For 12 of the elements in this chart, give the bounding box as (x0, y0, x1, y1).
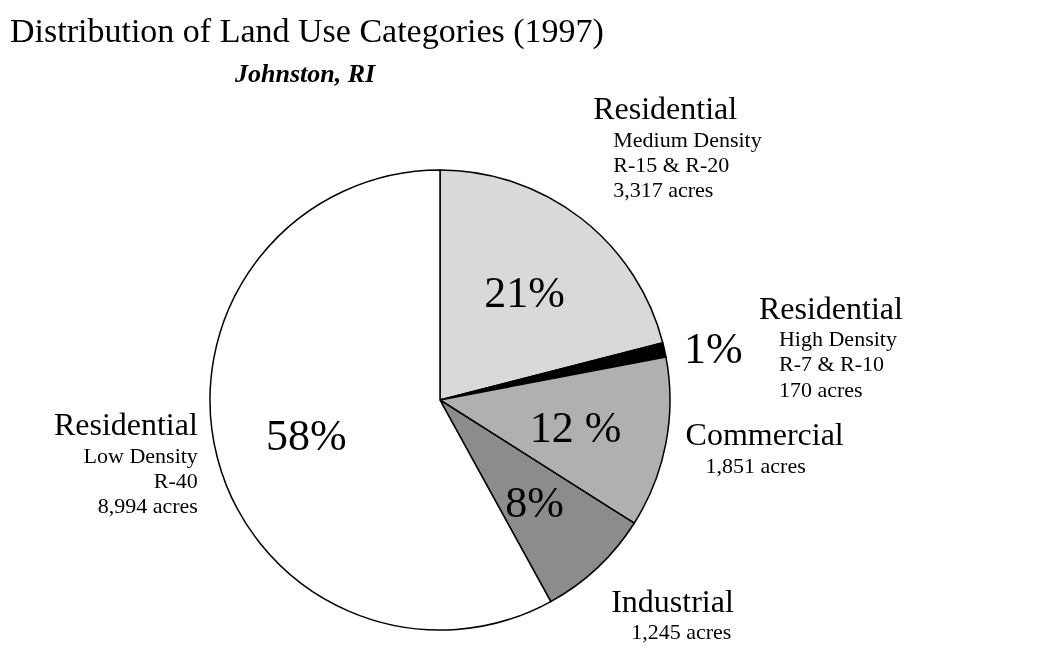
data-label: 58% (266, 411, 347, 461)
slice-label: Industrial 1,245 acres (611, 582, 734, 645)
slice-label: Residential Low Density R-40 8,994 acres (53, 406, 198, 519)
data-label: 12 % (529, 402, 622, 452)
slice-label: Residential Medium Density R-15 & R-20 3,317 acres (593, 90, 762, 203)
slice-label: Residential High Density R-7 & R-10 170 acres (758, 289, 904, 402)
chart-title: Distribution of Land Use Categories (1997) (10, 12, 604, 50)
data-label: 21% (484, 267, 565, 317)
chart-subtitle: Johnston, RI (234, 59, 377, 88)
data-label: 1% (684, 323, 743, 373)
data-label: 8% (505, 477, 564, 527)
slice-label: Commercial 1,851 acres (685, 416, 844, 478)
